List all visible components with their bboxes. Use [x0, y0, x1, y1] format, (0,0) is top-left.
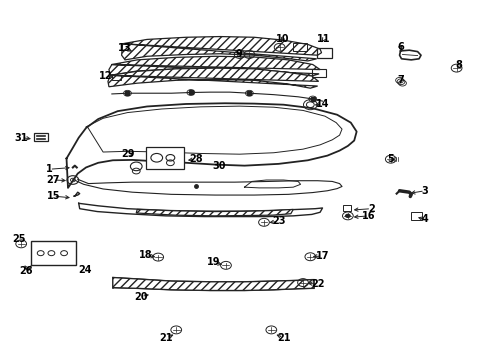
Bar: [293, 43, 306, 51]
Text: 26: 26: [19, 266, 33, 276]
Bar: [112, 75, 121, 80]
Text: 9: 9: [235, 49, 242, 59]
Text: 3: 3: [421, 186, 427, 196]
Text: 27: 27: [46, 175, 60, 185]
Text: 12: 12: [99, 71, 112, 81]
Text: 4: 4: [421, 215, 427, 224]
Polygon shape: [108, 68, 318, 88]
Text: 13: 13: [118, 43, 131, 53]
Text: 21: 21: [276, 333, 290, 343]
Circle shape: [344, 214, 350, 218]
Text: 30: 30: [212, 161, 225, 171]
Text: 19: 19: [206, 257, 220, 267]
Text: 31: 31: [14, 133, 28, 143]
Bar: [316, 48, 331, 58]
Text: 5: 5: [386, 154, 393, 164]
Bar: [342, 205, 350, 211]
Text: 21: 21: [160, 333, 173, 343]
Text: 16: 16: [361, 211, 375, 221]
Text: 1: 1: [46, 164, 53, 174]
Text: 8: 8: [455, 60, 462, 70]
Text: 10: 10: [275, 34, 289, 44]
Polygon shape: [109, 56, 320, 76]
Text: 17: 17: [315, 251, 328, 261]
Text: 23: 23: [271, 216, 285, 226]
Bar: [410, 212, 421, 220]
Text: 2: 2: [367, 204, 374, 214]
Bar: [146, 147, 183, 169]
Text: 29: 29: [122, 149, 135, 159]
Polygon shape: [122, 37, 321, 61]
Text: 20: 20: [134, 292, 147, 302]
Text: 14: 14: [315, 99, 328, 109]
Text: 7: 7: [396, 75, 403, 85]
Text: 11: 11: [316, 35, 329, 44]
Text: 15: 15: [46, 191, 60, 201]
Text: 28: 28: [188, 154, 202, 164]
Bar: [34, 134, 48, 141]
Text: 22: 22: [310, 279, 324, 289]
Text: 25: 25: [13, 234, 26, 244]
Text: 18: 18: [139, 250, 153, 260]
Polygon shape: [136, 210, 293, 216]
Text: 24: 24: [78, 265, 91, 275]
Polygon shape: [113, 278, 313, 291]
Text: 6: 6: [396, 42, 403, 52]
Bar: [31, 241, 76, 265]
Bar: [311, 69, 326, 77]
